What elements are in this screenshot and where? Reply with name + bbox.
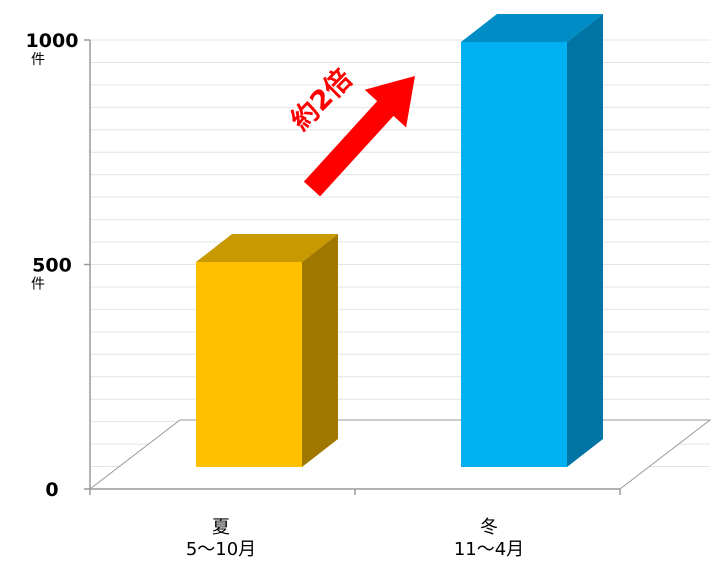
bar-front-face — [196, 262, 302, 467]
bar-front-face — [461, 42, 567, 467]
category-labels: 夏5〜10月 冬11〜4月 — [186, 517, 524, 560]
axes — [84, 39, 621, 495]
floor-plane — [88, 419, 712, 490]
bars — [196, 14, 603, 467]
bar-2 — [461, 14, 603, 467]
category-sublabel: 11〜4月 — [454, 539, 524, 560]
growth-annotation-text: 約2倍 — [285, 63, 359, 137]
bar-top-face — [196, 234, 338, 263]
y-tick-unit: 件 — [31, 52, 45, 68]
category-label: 冬 — [480, 517, 498, 538]
bar-side-face — [302, 234, 338, 467]
chart-floor — [88, 419, 712, 490]
bar-1 — [196, 234, 338, 467]
growth-arrow — [303, 76, 415, 197]
category-sublabel: 5〜10月 — [186, 539, 256, 560]
bar-side-face — [567, 14, 603, 467]
y-tick-label: 0 — [45, 479, 58, 501]
y-tick-label: 1000 — [26, 30, 79, 52]
y-tick-unit: 件 — [31, 277, 45, 293]
y-tick-label: 500 — [32, 255, 72, 277]
bar-top-face — [461, 14, 603, 42]
category-label: 夏 — [212, 517, 230, 538]
